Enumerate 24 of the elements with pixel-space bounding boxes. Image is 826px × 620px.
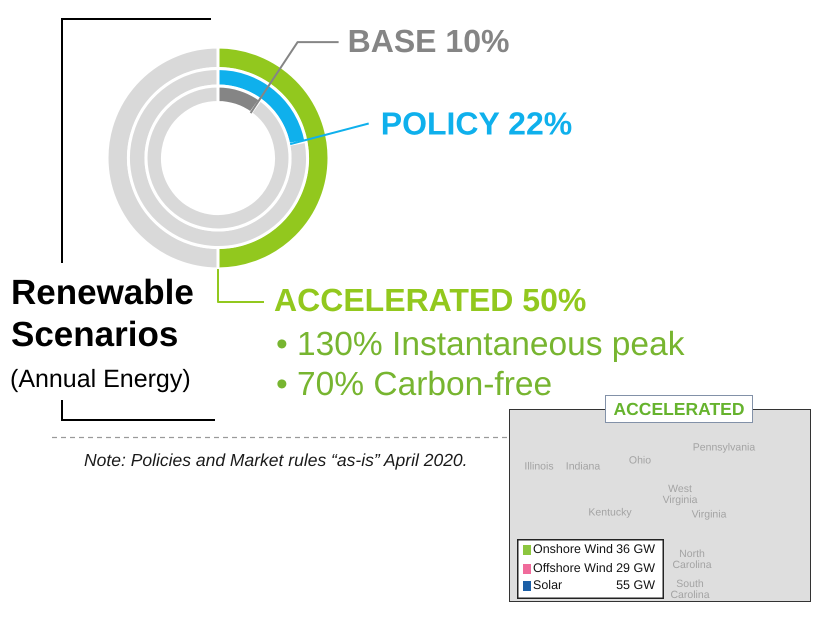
text: ACCELERATED bbox=[605, 395, 753, 423]
text: • 130% Instantaneous peak bbox=[276, 326, 684, 364]
text: BASE 10% bbox=[348, 22, 510, 59]
text: Offshore Wind bbox=[533, 561, 613, 575]
text: POLICY 22% bbox=[380, 105, 572, 142]
text: Solar bbox=[533, 578, 562, 592]
text: South Carolina bbox=[670, 578, 710, 601]
text: Indiana bbox=[566, 460, 600, 472]
text: (Annual Energy) bbox=[10, 364, 191, 394]
text: Pennsylvania bbox=[692, 442, 756, 454]
text: 55 GW bbox=[616, 578, 655, 592]
text: Renewable Scenarios bbox=[11, 272, 195, 356]
text: Kentucky bbox=[588, 506, 632, 518]
text: Ohio bbox=[628, 454, 652, 466]
text: Onshore Wind bbox=[533, 542, 613, 556]
text: North Carolina bbox=[672, 548, 712, 571]
text: Virginia bbox=[692, 508, 726, 520]
text: West Virginia bbox=[662, 483, 698, 506]
text: Note: Policies and Market rules “as-is” April 2020. bbox=[84, 449, 468, 471]
text: 36 GW bbox=[616, 542, 655, 556]
text: 29 GW bbox=[616, 561, 655, 575]
text: ACCELERATED 50% bbox=[274, 282, 586, 318]
text: Illinois bbox=[524, 460, 554, 472]
text: • 70% Carbon-free bbox=[276, 366, 552, 404]
